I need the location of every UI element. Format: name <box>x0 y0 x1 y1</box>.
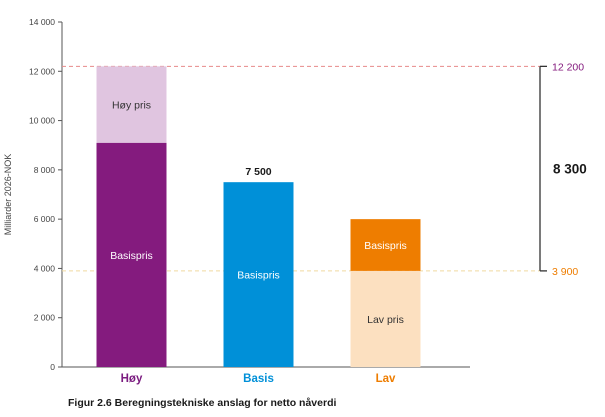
y-tick-label: 6 000 <box>34 214 56 224</box>
y-tick-label: 12 000 <box>29 66 55 76</box>
y-tick-label: 10 000 <box>29 116 55 126</box>
x-category-label: Høy <box>121 373 143 385</box>
bar-segment-label: Basispris <box>364 240 407 252</box>
bar-segment <box>223 182 294 367</box>
bar-segment-label: Basispris <box>110 250 153 262</box>
bar-segment <box>96 142 167 367</box>
x-category-label: Basis <box>243 373 274 385</box>
figure-caption: Figur 2.6 Beregningstekniske anslag for … <box>68 397 337 409</box>
bar-segment-label: Høy pris <box>112 100 151 112</box>
bar-segment-label: Lav pris <box>367 314 404 326</box>
reference-line-label: 3 900 <box>552 266 578 278</box>
bar-total-label: 7 500 <box>245 166 271 178</box>
reference-line-label: 12 200 <box>552 61 584 73</box>
y-tick-label: 4 000 <box>34 263 56 273</box>
y-tick-label: 14 000 <box>29 17 55 27</box>
range-span-label: 8 300 <box>553 162 587 177</box>
y-tick-label: 8 000 <box>34 165 56 175</box>
bar-segment-label: Basispris <box>237 270 280 282</box>
y-tick-label: 2 000 <box>34 313 56 323</box>
y-tick-label: 0 <box>50 362 55 372</box>
bar-segment <box>350 270 421 367</box>
x-category-label: Lav <box>376 373 396 385</box>
y-ticks: 0 2 000 4 000 6 000 8 000 10 000 12 000 14 000 <box>29 17 62 372</box>
bars: Basispris Høy pris Høy Basispris 7 500 Basis L… <box>96 66 421 385</box>
range-annotation: 8 300 <box>539 66 587 271</box>
bar-segment <box>96 66 167 143</box>
bar-segment <box>350 219 421 271</box>
y-axis-label: Milliarder 2026-NOK <box>3 154 13 236</box>
